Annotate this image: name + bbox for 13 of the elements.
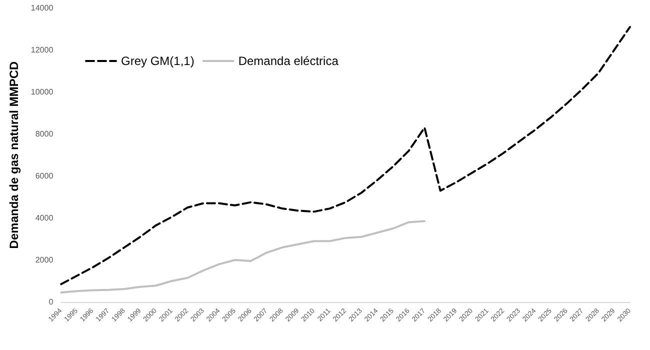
y-tick-label: 12000	[30, 46, 54, 54]
line-series	[60, 220, 426, 294]
y-tick-label: 14000	[30, 4, 54, 12]
y-tick-label: 0	[48, 298, 54, 306]
legend-label: Demanda eléctrica	[238, 54, 339, 68]
y-tick-label: 6000	[35, 172, 54, 180]
legend-label: Grey GM(1,1)	[121, 54, 194, 68]
y-tick-label: 4000	[35, 214, 54, 222]
y-tick-label: 10000	[30, 88, 54, 96]
y-tick-label: 2000	[35, 256, 54, 264]
y-axis-title: Demanda de gas natural MMPCD	[7, 60, 21, 249]
line-series	[60, 26, 631, 286]
y-tick-label: 8000	[35, 130, 54, 138]
